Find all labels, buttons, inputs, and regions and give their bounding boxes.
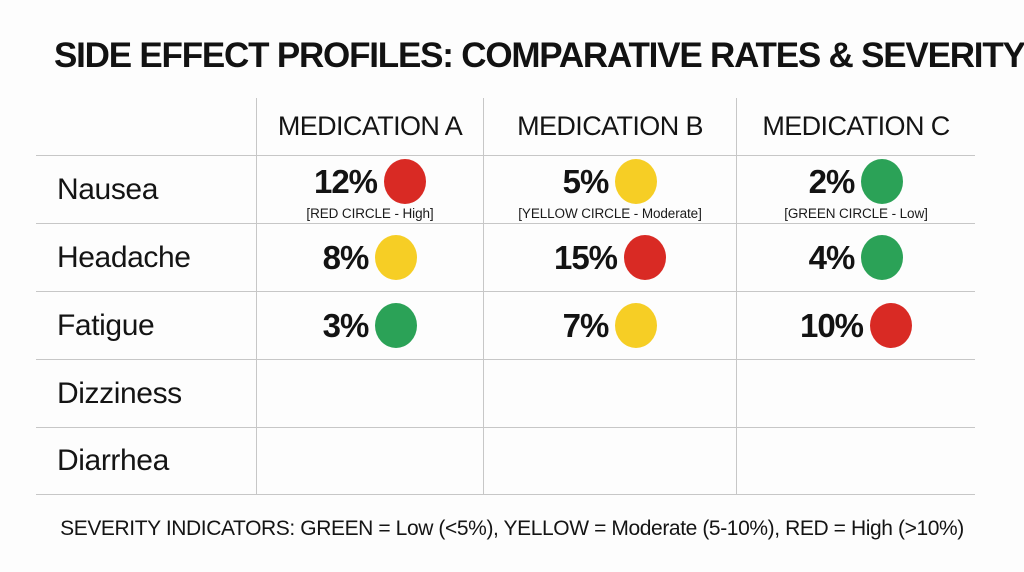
severity-caption: [RED CIRCLE - High]	[306, 205, 434, 221]
table-cell: 10%	[736, 291, 975, 359]
row-label: Fatigue	[36, 291, 256, 359]
rate-value: 4%	[808, 239, 856, 276]
rate-with-indicator: 3%	[323, 303, 418, 348]
page-title: SIDE EFFECT PROFILES: COMPARATIVE RATES …	[54, 36, 1024, 75]
severity-legend: SEVERITY INDICATORS: GREEN = Low (<5%), …	[60, 517, 964, 540]
table-cell: 12% [RED CIRCLE - High]	[256, 155, 483, 223]
column-header-medication-b: MEDICATION B	[483, 98, 736, 155]
rate-with-indicator: 8%	[323, 235, 418, 280]
table-cell	[736, 359, 975, 427]
severity-dot-yellow-icon	[615, 303, 658, 348]
severity-dot-red-icon	[870, 303, 913, 348]
severity-caption: [YELLOW CIRCLE - Moderate]	[518, 205, 702, 221]
rate-value: 15%	[553, 239, 618, 276]
severity-dot-yellow-icon	[615, 158, 658, 204]
rate-value: 2%	[808, 162, 856, 200]
severity-dot-yellow-icon	[375, 235, 418, 280]
column-header-spacer	[36, 98, 256, 155]
rate-with-indicator: 15%	[553, 235, 667, 280]
rate-with-indicator: 12%	[313, 158, 427, 204]
table-cell	[483, 427, 736, 495]
severity-dot-green-icon	[861, 158, 904, 204]
row-label: Nausea	[36, 155, 256, 223]
rate-with-indicator: 4%	[809, 235, 904, 280]
rate-with-indicator: 2%	[808, 158, 904, 204]
table-cell: 7%	[483, 291, 736, 359]
comparison-table: MEDICATION A MEDICATION B MEDICATION C N…	[36, 98, 975, 495]
rate-value: 3%	[322, 307, 370, 344]
rate-with-indicator: 5%	[562, 158, 658, 204]
column-header-medication-c: MEDICATION C	[736, 98, 975, 155]
rate-with-indicator: 10%	[799, 303, 913, 348]
row-label: Dizziness	[36, 359, 256, 427]
table-cell: 5% [YELLOW CIRCLE - Moderate]	[483, 155, 736, 223]
severity-caption: [GREEN CIRCLE - Low]	[784, 205, 928, 221]
table-cell: 8%	[256, 223, 483, 291]
table-cell: 3%	[256, 291, 483, 359]
severity-dot-red-icon	[624, 235, 667, 280]
rate-value: 10%	[799, 307, 864, 344]
table-cell	[736, 427, 975, 495]
rate-value: 12%	[313, 162, 378, 200]
row-label: Headache	[36, 223, 256, 291]
row-label: Diarrhea	[36, 427, 256, 495]
rate-value: 7%	[562, 307, 610, 344]
severity-dot-red-icon	[384, 158, 427, 204]
severity-dot-green-icon	[375, 303, 418, 348]
table-cell	[256, 359, 483, 427]
rate-with-indicator: 7%	[563, 303, 658, 348]
column-header-medication-a: MEDICATION A	[256, 98, 483, 155]
table-cell: 15%	[483, 223, 736, 291]
table-cell	[483, 359, 736, 427]
table-cell: 2% [GREEN CIRCLE - Low]	[736, 155, 975, 223]
severity-dot-green-icon	[861, 235, 904, 280]
rate-value: 5%	[562, 162, 610, 200]
table-cell	[256, 427, 483, 495]
table-cell: 4%	[736, 223, 975, 291]
rate-value: 8%	[322, 239, 370, 276]
